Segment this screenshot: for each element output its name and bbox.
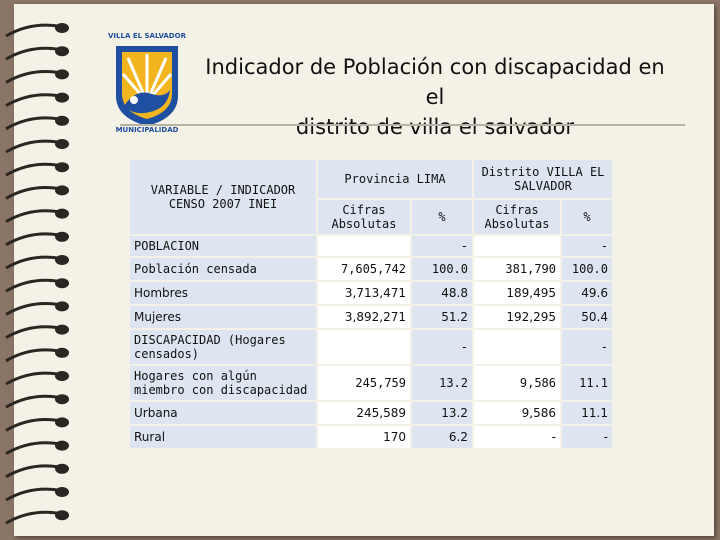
lima-abs-cell: 7,605,742 (318, 258, 410, 280)
header-cifras-ves: Cifras Absolutas (474, 200, 560, 234)
lima-pct-cell: 51.2 (412, 306, 472, 328)
ves-abs-cell: 381,790 (474, 258, 560, 280)
ves-abs-cell: - (474, 426, 560, 448)
lima-pct-cell: 13.2 (412, 402, 472, 424)
row-label: Hogares con algún miembro con discapacid… (130, 366, 316, 400)
ves-pct-cell: - (562, 236, 612, 256)
ves-abs-cell: 192,295 (474, 306, 560, 328)
ves-abs-cell: 9,586 (474, 366, 560, 400)
lima-abs-cell: 245,759 (318, 366, 410, 400)
header-variable: VARIABLE / INDICADOR CENSO 2007 INEI (130, 160, 316, 234)
ves-pct-cell: 49.6 (562, 282, 612, 304)
population-table: VARIABLE / INDICADOR CENSO 2007 INEI Pro… (128, 158, 614, 450)
ves-pct-cell: 50.4 (562, 306, 612, 328)
logo-bottom-text: MUNICIPALIDAD (116, 126, 179, 134)
row-label: Población censada (130, 258, 316, 280)
lima-pct-cell: 100.0 (412, 258, 472, 280)
header-distrito-ves: Distrito VILLA EL SALVADOR (474, 160, 612, 198)
lima-abs-cell (318, 236, 410, 256)
row-label: Rural (130, 426, 316, 448)
ves-pct-cell: 100.0 (562, 258, 612, 280)
table-row: POBLACION - - (130, 236, 612, 256)
lima-pct-cell: 6.2 (412, 426, 472, 448)
ves-pct-cell: - (562, 330, 612, 364)
lima-abs-cell: 3,713,471 (318, 282, 410, 304)
lima-pct-cell: - (412, 330, 472, 364)
row-label: Hombres (130, 282, 316, 304)
logo-top-text: VILLA EL SALVADOR (108, 32, 187, 40)
table-row: Mujeres 3,892,271 51.2 192,295 50.4 (130, 306, 612, 328)
ves-pct-cell: 11.1 (562, 366, 612, 400)
lima-pct-cell: 48.8 (412, 282, 472, 304)
ves-abs-cell (474, 330, 560, 364)
title-line-2: distrito de villa el salvador (295, 115, 575, 139)
lima-abs-cell (318, 330, 410, 364)
ves-pct-cell: 11.1 (562, 402, 612, 424)
ves-abs-cell: 189,495 (474, 282, 560, 304)
table-row: Hombres 3,713,471 48.8 189,495 49.6 (130, 282, 612, 304)
header-cifras-lima: Cifras Absolutas (318, 200, 410, 234)
ves-abs-cell: 9,586 (474, 402, 560, 424)
header-pct-ves: % (562, 200, 612, 234)
slide-title: Indicador de Población con discapacidad … (195, 52, 675, 142)
table-row: Hogares con algún miembro con discapacid… (130, 366, 612, 400)
ves-pct-cell: - (562, 426, 612, 448)
table-row: Urbana 245,589 13.2 9,586 11.1 (130, 402, 612, 424)
lima-abs-cell: 245,589 (318, 402, 410, 424)
table-row: Población censada 7,605,742 100.0 381,790 10… (130, 258, 612, 280)
ves-abs-cell (474, 236, 560, 256)
title-divider (120, 124, 685, 126)
row-label: POBLACION (130, 236, 316, 256)
lima-pct-cell: - (412, 236, 472, 256)
table-row: Rural 170 6.2- - (130, 426, 612, 448)
title-line-1: Indicador de Población con discapacidad … (205, 55, 665, 109)
municipality-logo: VILLA EL SALVADOR MUNICIPALIDAD (108, 32, 187, 134)
row-label: Urbana (130, 402, 316, 424)
table-row: DISCAPACIDAD (Hogares censados) - - (130, 330, 612, 364)
header-pct-lima: % (412, 200, 472, 234)
header-provincia-lima: Provincia LIMA (318, 160, 472, 198)
row-label: DISCAPACIDAD (Hogares censados) (130, 330, 316, 364)
lima-abs-cell: 3,892,271 (318, 306, 410, 328)
lima-abs-cell: 170 (318, 426, 410, 448)
lima-pct-cell: 13.2 (412, 366, 472, 400)
row-label: Mujeres (130, 306, 316, 328)
spiral-binding (5, 23, 69, 525)
